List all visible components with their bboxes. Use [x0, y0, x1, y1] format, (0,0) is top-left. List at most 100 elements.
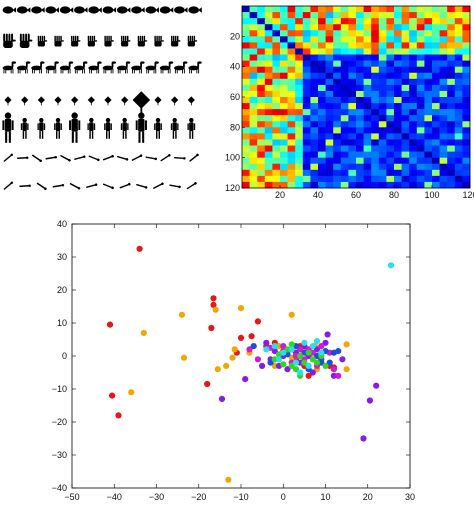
heatmap-cell: [409, 109, 418, 116]
heatmap-cell: [325, 90, 334, 98]
heatmap-cell: [356, 157, 364, 165]
heatmap-cell: [447, 66, 456, 74]
heatmap-cell: [462, 24, 471, 31]
heatmap-cell: [325, 121, 334, 128]
heatmap-cell: [462, 139, 471, 146]
heatmap-cell: [454, 78, 463, 86]
heatmap-cell: [386, 133, 395, 140]
heatmap-cell: [356, 97, 364, 104]
heatmap-cell: [401, 121, 410, 128]
heatmap-cell: [348, 54, 357, 61]
stick-icon: [102, 154, 114, 161]
horse-icon: [88, 61, 102, 74]
heatmap-cell: [287, 90, 296, 98]
heatmap-cell: [318, 139, 326, 146]
heatmap-cell: [249, 103, 258, 110]
heatmap-cell: [348, 97, 357, 104]
scatter-y-tick-label: −20: [52, 417, 67, 427]
heatmap-cell: [242, 175, 250, 183]
heatmap-cell: [333, 145, 342, 152]
heatmap-cell: [394, 42, 402, 49]
heatmap-cell: [302, 109, 311, 116]
heatmap-cell: [348, 30, 357, 37]
heatmap-cell: [363, 54, 372, 61]
person-icon: [120, 117, 129, 139]
heatmap-cell: [272, 6, 281, 13]
heatmap-cell: [257, 42, 266, 49]
heatmap-cell: [318, 169, 326, 177]
heatmap-cell: [378, 42, 387, 49]
heatmap-cell: [325, 48, 334, 55]
heatmap-cell: [424, 42, 433, 49]
heatmap-cell: [348, 133, 357, 140]
heatmap-cell: [340, 127, 349, 134]
heatmap-cell: [340, 151, 349, 158]
heatmap-cell: [416, 54, 425, 61]
heatmap-cell: [363, 133, 372, 140]
heatmap-cell: [272, 139, 281, 146]
heatmap-cell: [401, 133, 410, 140]
heatmap-cell: [454, 151, 463, 158]
heatmap-cell: [348, 109, 357, 116]
heatmap-cell: [272, 24, 281, 31]
heatmap-cell: [287, 139, 296, 146]
heatmap-y-tick-label: 40: [230, 62, 240, 72]
scatter-point: [330, 372, 337, 379]
heatmap-cell: [280, 145, 288, 152]
heatmap-cell: [363, 115, 372, 122]
heatmap-cell: [242, 157, 250, 165]
scatter-y-tick-label: 40: [57, 219, 67, 229]
heatmap-cell: [378, 103, 387, 110]
heatmap-cell: [242, 121, 250, 128]
heatmap-cell: [249, 72, 258, 80]
heatmap-cell: [249, 145, 258, 152]
heatmap-cell: [454, 6, 463, 13]
heatmap-cell: [462, 60, 471, 67]
heatmap-cell: [302, 127, 311, 134]
heatmap-cell: [409, 139, 418, 146]
heatmap-cell: [416, 127, 425, 134]
person-icon: [154, 117, 162, 139]
heatmap-cell: [242, 90, 250, 98]
heatmap-cell: [409, 97, 418, 104]
heatmap-cell: [416, 151, 425, 158]
hand-icon: [54, 35, 64, 47]
heatmap-cell: [333, 30, 342, 37]
scatter-point: [387, 262, 395, 269]
heatmap-cell: [394, 30, 402, 37]
heatmap-cell: [242, 78, 250, 86]
heatmap-cell: [310, 175, 319, 183]
heatmap-cell: [432, 103, 440, 110]
heatmap-cell: [409, 121, 418, 128]
heatmap-cell: [333, 24, 342, 31]
heatmap-cell: [416, 6, 425, 13]
heatmap-cell: [318, 157, 326, 165]
heatmap-cell: [348, 48, 357, 55]
heatmap-cell: [386, 115, 395, 122]
heatmap-cell: [363, 145, 372, 152]
heatmap-cell: [264, 103, 273, 110]
heatmap-cell: [287, 115, 296, 122]
heatmap-cell: [454, 109, 463, 116]
heatmap-cell: [325, 127, 334, 134]
heatmap-cell: [287, 121, 296, 128]
heatmap-cell: [409, 133, 418, 140]
heatmap-cell: [287, 60, 296, 67]
heatmap-cell: [272, 175, 281, 183]
heatmap-cell: [325, 151, 334, 158]
heatmap-cell: [409, 6, 418, 13]
heatmap-cell: [439, 145, 448, 152]
fish-icon: [59, 6, 74, 14]
scatter-x-tick-label: −30: [149, 492, 164, 502]
heatmap-cell: [310, 72, 319, 80]
heatmap-cell: [280, 127, 288, 134]
heatmap-cell: [454, 181, 463, 189]
scatter-point: [229, 354, 236, 361]
heatmap-cell: [295, 54, 304, 61]
horse-icon: [188, 61, 202, 74]
heatmap-cell: [454, 175, 463, 183]
horse-icon: [2, 61, 17, 74]
heatmap-cell: [242, 72, 250, 80]
stick-icon: [16, 156, 29, 160]
heatmap-cell: [287, 151, 296, 158]
